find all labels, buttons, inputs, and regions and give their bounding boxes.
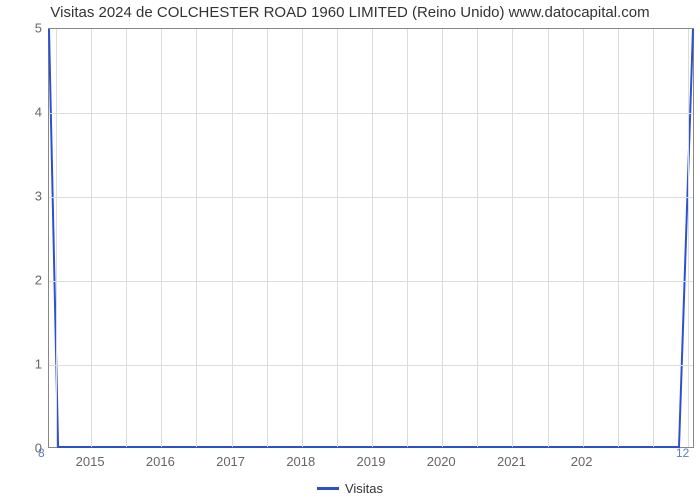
- legend-swatch: [317, 487, 339, 490]
- x-tick-label: 2020: [427, 454, 456, 469]
- y-tick-label: 5: [20, 21, 42, 36]
- gridline-vertical: [232, 29, 233, 447]
- gridline-horizontal: [49, 281, 693, 282]
- chart-title: Visitas 2024 de COLCHESTER ROAD 1960 LIM…: [0, 4, 700, 21]
- gridline-vertical: [653, 29, 654, 447]
- gridline-vertical: [126, 29, 127, 447]
- gridline-vertical: [196, 29, 197, 447]
- x-tick-label: 2019: [357, 454, 386, 469]
- gridline-vertical: [688, 29, 689, 447]
- gridline-vertical: [337, 29, 338, 447]
- series-start-value: 8: [38, 446, 45, 460]
- gridline-vertical: [161, 29, 162, 447]
- series-polyline: [49, 29, 693, 447]
- y-tick-label: 4: [20, 105, 42, 120]
- gridline-vertical: [407, 29, 408, 447]
- gridline-vertical: [548, 29, 549, 447]
- x-tick-label: 202: [571, 454, 593, 469]
- x-tick-label: 2017: [216, 454, 245, 469]
- gridline-vertical: [372, 29, 373, 447]
- series-end-value: 12: [676, 446, 689, 460]
- plot-area: [48, 28, 694, 448]
- x-tick-label: 2015: [76, 454, 105, 469]
- gridline-vertical: [583, 29, 584, 447]
- x-tick-label: 2016: [146, 454, 175, 469]
- gridline-vertical: [267, 29, 268, 447]
- y-tick-label: 3: [20, 189, 42, 204]
- gridline-horizontal: [49, 197, 693, 198]
- x-tick-label: 2021: [497, 454, 526, 469]
- x-tick-label: 2018: [286, 454, 315, 469]
- gridline-vertical: [302, 29, 303, 447]
- gridline-vertical: [56, 29, 57, 447]
- y-tick-label: 1: [20, 357, 42, 372]
- gridline-horizontal: [49, 365, 693, 366]
- legend-label: Visitas: [345, 481, 383, 496]
- gridline-vertical: [477, 29, 478, 447]
- gridline-vertical: [442, 29, 443, 447]
- gridline-vertical: [618, 29, 619, 447]
- line-series: [49, 29, 693, 447]
- legend-item-visitas: Visitas: [317, 481, 383, 496]
- gridline-horizontal: [49, 113, 693, 114]
- y-tick-label: 2: [20, 273, 42, 288]
- gridline-vertical: [512, 29, 513, 447]
- gridline-vertical: [91, 29, 92, 447]
- legend: Visitas: [0, 478, 700, 496]
